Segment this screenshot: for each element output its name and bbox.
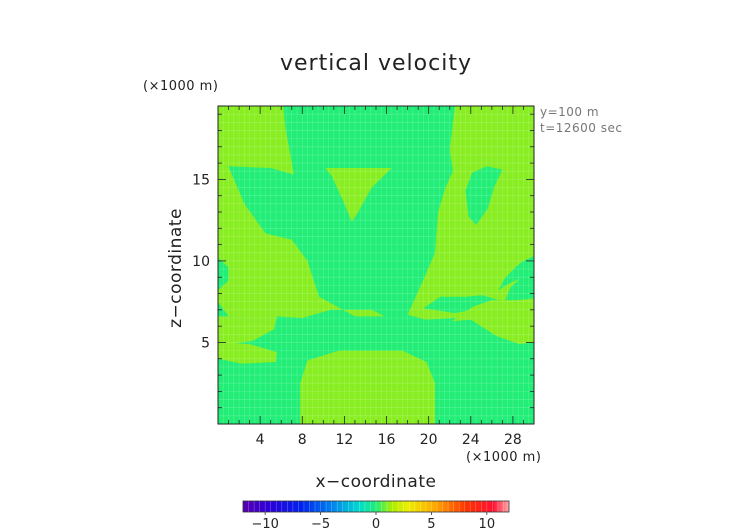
y-tick-label: 10 <box>192 254 210 270</box>
x-tick-label: 8 <box>298 432 307 448</box>
contour-region-3 <box>218 316 277 345</box>
contour-region-2 <box>218 166 385 322</box>
y-unit-label: (×1000 m) <box>143 79 218 94</box>
contour-hole-0 <box>465 166 503 225</box>
contour-region-4 <box>218 342 277 364</box>
y-tick-label: 5 <box>201 335 210 351</box>
x-unit-label: (×1000 m) <box>466 450 541 465</box>
x-tick-label: 28 <box>504 432 522 448</box>
contour-region-6 <box>300 350 435 424</box>
x-tick-label: 4 <box>256 432 265 448</box>
y-tick-label: 15 <box>192 172 210 188</box>
grid-lines <box>218 106 534 424</box>
info-line-y: y=100 m <box>540 105 599 119</box>
plot-area <box>217 105 535 425</box>
y-axis-ticks: 5 10 15 <box>192 172 210 351</box>
contour-region-7 <box>407 154 534 320</box>
contour-region-5 <box>325 168 392 222</box>
colorbar-tick-label: −5 <box>311 517 330 532</box>
x-tick-label: 20 <box>420 432 438 448</box>
colorbar-tick-label: 5 <box>427 517 435 532</box>
x-axis-label: x−coordinate <box>316 472 437 492</box>
y-axis-label: z−coordinate <box>166 208 186 328</box>
info-line-t: t=12600 sec <box>540 121 622 135</box>
colorbar-tick-label: 10 <box>479 517 496 532</box>
x-axis-ticks: 4 8 12 16 20 24 28 <box>256 432 522 448</box>
contour-hole-1 <box>498 256 534 291</box>
colorbar-tick-label: −10 <box>251 517 278 532</box>
minor-ticks <box>218 106 534 424</box>
colorbar-tick-label: 0 <box>372 517 380 532</box>
contour-region-8 <box>451 298 534 345</box>
x-tick-label: 24 <box>462 432 480 448</box>
x-tick-label: 12 <box>335 432 353 448</box>
colorbar: −10 −5 0 5 10 <box>242 500 510 532</box>
contour-region-1 <box>449 106 534 180</box>
chart-title: vertical velocity <box>280 51 472 76</box>
x-tick-label: 16 <box>378 432 396 448</box>
contour-region-0 <box>218 106 294 175</box>
